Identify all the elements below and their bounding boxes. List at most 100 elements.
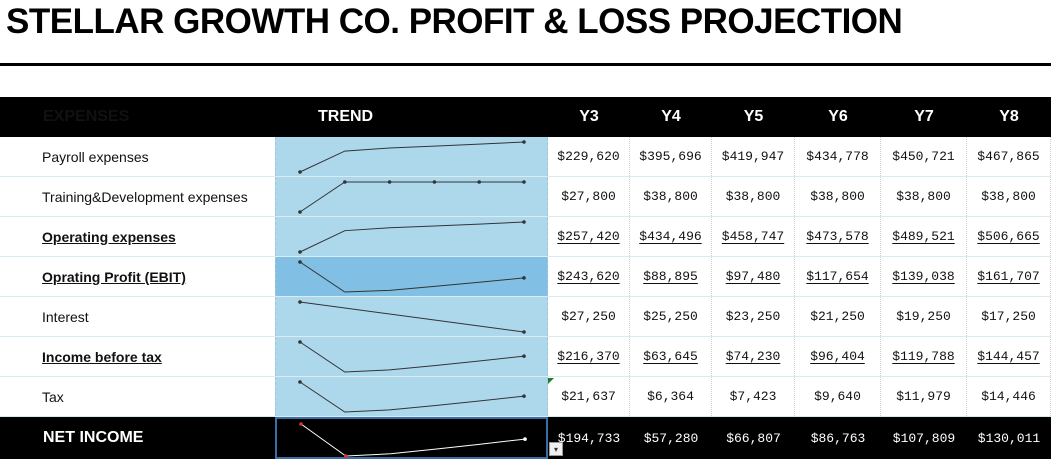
row-label[interactable]: Income before tax [42, 348, 162, 365]
header-year[interactable]: Y3 [579, 108, 599, 125]
value-cell[interactable]: $88,895 [630, 257, 712, 296]
sparkline-cell[interactable] [275, 217, 548, 256]
value-cell[interactable]: $467,865 [967, 137, 1051, 176]
value-cell[interactable]: $21,250 [795, 297, 881, 336]
header-trend[interactable]: TREND [275, 97, 548, 137]
value-cell[interactable]: $434,496 [630, 217, 712, 256]
value-cell[interactable]: $17,250 [967, 297, 1051, 336]
value-cell[interactable]: $119,788 [881, 337, 967, 376]
cell-comment-indicator-icon[interactable] [548, 378, 554, 384]
value-cell[interactable]: $21,637 [548, 377, 630, 416]
sparkline-point [298, 380, 302, 384]
sparkline-line [299, 221, 525, 253]
value-cell[interactable]: $9,640 [795, 377, 881, 416]
value-cell[interactable]: $257,420 [548, 217, 630, 256]
table-row: Training&Development expenses $27,800 $38,… [0, 177, 1051, 217]
value-cell[interactable]: $23,250 [712, 297, 795, 336]
value-cell[interactable]: $216,370 [548, 337, 630, 376]
net-income-value[interactable]: $86,763 [810, 430, 866, 446]
sparkline-point [298, 260, 302, 264]
sparkline-low-point [344, 454, 348, 458]
sparkline-point [298, 210, 302, 214]
value-cell[interactable]: $458,747 [712, 217, 795, 256]
table-row: Income before tax $216,370 $63,645 $74,230 $… [0, 337, 1051, 377]
value-cell[interactable]: $27,800 [548, 177, 630, 216]
value-cell[interactable]: $74,230 [712, 337, 795, 376]
sparkline-point [522, 220, 526, 224]
sparkline-point [522, 354, 526, 358]
sparkline-point [522, 394, 526, 398]
value-cell[interactable]: $419,947 [712, 137, 795, 176]
value-cell[interactable]: $96,404 [795, 337, 881, 376]
net-income-value[interactable]: $66,807 [726, 430, 781, 446]
row-label[interactable]: Payroll expenses [42, 148, 149, 165]
value-cell[interactable]: $473,578 [795, 217, 881, 256]
sparkline-cell[interactable] [275, 177, 548, 216]
net-income-value[interactable]: $107,809 [892, 430, 956, 446]
row-label[interactable]: Oprating Profit (EBIT) [42, 268, 186, 285]
value-cell[interactable]: $7,423 [712, 377, 795, 416]
header-year[interactable]: Y7 [914, 108, 934, 125]
header-year[interactable]: Y8 [999, 108, 1019, 125]
value-cell[interactable]: $38,800 [795, 177, 881, 216]
sparkline-cell[interactable] [275, 377, 548, 416]
sparkline-line [299, 181, 524, 213]
value-cell[interactable]: $38,800 [881, 177, 967, 216]
value-cell[interactable]: $97,480 [712, 257, 795, 296]
table-row: Interest $27,250 $25,250 $23,250 $21,250 $19,… [0, 297, 1051, 337]
page-title: STELLAR GROWTH CO. PROFIT & LOSS PROJECT… [6, 2, 903, 41]
sparkline-point [477, 180, 481, 184]
value-cell[interactable]: $229,620 [548, 137, 630, 176]
value-cell[interactable]: $6,364 [630, 377, 712, 416]
net-income-value[interactable]: $57,280 [643, 430, 699, 446]
sparkline-line [299, 301, 525, 333]
value-cell[interactable]: $19,250 [881, 297, 967, 336]
table-row: Operating expenses $257,420 $434,496 $458,7… [0, 217, 1051, 257]
value-cell[interactable]: $161,707 [967, 257, 1051, 296]
row-label[interactable]: Tax [42, 388, 64, 405]
value-cell[interactable]: $25,250 [630, 297, 712, 336]
sparkline-cell[interactable] [275, 137, 548, 176]
sparkline-line [299, 261, 525, 293]
table-row: Tax $21,637 $6,364 $7,423 $9,640 $11,979 $14,4… [0, 377, 1051, 417]
header-year[interactable]: Y5 [743, 108, 764, 125]
value-cell[interactable]: $117,654 [795, 257, 881, 296]
net-income-sparkline-cell[interactable] [275, 417, 548, 459]
row-label[interactable]: Operating expenses [42, 228, 176, 245]
sparkline-line [300, 423, 526, 457]
table-row: Payroll expenses $229,620 $395,696 $419,947… [0, 137, 1051, 177]
value-cell[interactable]: $63,645 [630, 337, 712, 376]
value-cell[interactable]: $506,665 [967, 217, 1051, 256]
value-cell[interactable]: $243,620 [548, 257, 630, 296]
sparkline-cell[interactable] [275, 297, 548, 336]
header-year[interactable]: Y4 [661, 108, 681, 125]
value-cell[interactable]: $38,800 [712, 177, 795, 216]
header-expenses[interactable]: EXPENSES [43, 108, 130, 125]
value-cell[interactable]: $395,696 [630, 137, 712, 176]
value-cell[interactable]: $14,446 [967, 377, 1051, 416]
title-divider [0, 63, 1051, 66]
value-cell[interactable]: $144,457 [967, 337, 1051, 376]
row-label[interactable]: Interest [42, 308, 89, 325]
sparkline-cell[interactable] [275, 337, 548, 376]
net-income-value[interactable]: $194,733 [557, 430, 621, 446]
value-cell[interactable]: $489,521 [881, 217, 967, 256]
autofill-options-icon[interactable]: ▾ [549, 442, 563, 456]
sparkline-point [522, 180, 526, 184]
sparkline-point [298, 340, 302, 344]
sparkline-point [523, 437, 527, 441]
pl-table: EXPENSES TREND Y3 Y4 Y5 Y6 Y7 Y8 Payroll… [0, 97, 1051, 459]
value-cell[interactable]: $139,038 [881, 257, 967, 296]
header-row: EXPENSES TREND Y3 Y4 Y5 Y6 Y7 Y8 [0, 97, 1051, 137]
value-cell[interactable]: $434,778 [795, 137, 881, 176]
row-label[interactable]: Training&Development expenses [42, 188, 248, 205]
value-cell[interactable]: $450,721 [881, 137, 967, 176]
header-year[interactable]: Y6 [828, 108, 848, 125]
sparkline-cell[interactable] [275, 257, 548, 296]
net-income-value[interactable]: $130,011 [977, 430, 1041, 446]
net-income-label[interactable]: NET INCOME [43, 429, 144, 446]
value-cell[interactable]: $11,979 [881, 377, 967, 416]
value-cell[interactable]: $38,800 [630, 177, 712, 216]
value-cell[interactable]: $27,250 [548, 297, 630, 336]
value-cell[interactable]: $38,800 [967, 177, 1051, 216]
